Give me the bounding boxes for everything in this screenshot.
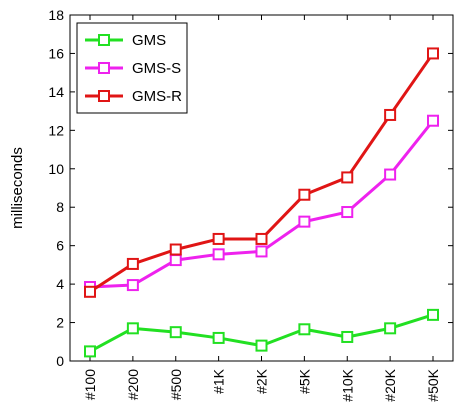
- data-point: [427, 47, 439, 60]
- data-point: [255, 245, 268, 258]
- data-point: [427, 114, 439, 127]
- y-tick-label: 4: [56, 276, 64, 292]
- data-point: [341, 206, 354, 219]
- y-tick-label: 12: [48, 122, 64, 138]
- legend-item: GMS-S: [85, 60, 181, 77]
- data-point: [126, 322, 139, 335]
- data-point: [298, 215, 311, 228]
- legend-label: GMS: [132, 32, 166, 49]
- legend-marker: [98, 62, 110, 74]
- data-point: [298, 188, 311, 201]
- x-tick-label: #1K: [211, 368, 227, 394]
- y-tick-label: 10: [48, 161, 64, 177]
- series-gms-r: [84, 47, 439, 298]
- y-axis-ticks: 0 2 4 6 8 10 12 14 16 18: [48, 7, 453, 369]
- y-tick-label: 16: [48, 45, 64, 61]
- y-tick-label: 2: [56, 315, 64, 331]
- data-point: [84, 345, 96, 358]
- data-point: [169, 254, 182, 267]
- data-point: [384, 322, 397, 335]
- x-tick-label: #10K: [339, 368, 355, 401]
- y-tick-label: 0: [56, 353, 64, 369]
- x-tick-label: #50K: [425, 368, 441, 401]
- data-point: [384, 108, 397, 121]
- data-point: [212, 331, 225, 344]
- data-point: [212, 232, 225, 245]
- data-point: [212, 248, 225, 261]
- series-gms: [84, 308, 439, 358]
- data-point: [341, 330, 354, 343]
- data-point: [427, 308, 439, 321]
- data-point: [169, 243, 182, 256]
- data-point: [84, 285, 96, 298]
- x-tick-label: #100: [82, 369, 98, 400]
- y-tick-label: 18: [48, 7, 64, 23]
- data-point: [298, 323, 311, 336]
- y-tick-label: 6: [56, 238, 64, 254]
- legend-item: GMS-R: [85, 88, 182, 105]
- x-axis-ticks: #100 #200 #500 #1K #2K #5K #10K #20K #50K: [82, 15, 441, 402]
- legend-item: GMS: [85, 32, 166, 49]
- legend-marker: [98, 34, 110, 46]
- y-axis-label: milliseconds: [9, 147, 26, 229]
- series-gms-s: [84, 114, 439, 293]
- data-point: [126, 257, 139, 270]
- legend-marker: [98, 90, 110, 102]
- x-tick-label: #2K: [254, 368, 270, 394]
- x-tick-label: #20K: [382, 368, 398, 401]
- data-point: [126, 279, 139, 292]
- data-point: [255, 232, 268, 245]
- y-tick-label: 14: [48, 84, 64, 100]
- data-point: [341, 171, 354, 184]
- legend: GMS GMS-S GMS-R: [76, 22, 188, 114]
- y-tick-label: 8: [56, 199, 64, 215]
- data-point: [384, 168, 397, 181]
- x-tick-label: #500: [168, 369, 184, 400]
- data-point: [255, 339, 268, 352]
- x-tick-label: #200: [125, 369, 141, 400]
- series-layer: [84, 47, 439, 358]
- x-tick-label: #5K: [296, 368, 312, 394]
- data-point: [169, 326, 182, 339]
- legend-label: GMS-S: [132, 60, 181, 77]
- plot-frame: [69, 14, 454, 362]
- legend-label: GMS-R: [132, 88, 182, 105]
